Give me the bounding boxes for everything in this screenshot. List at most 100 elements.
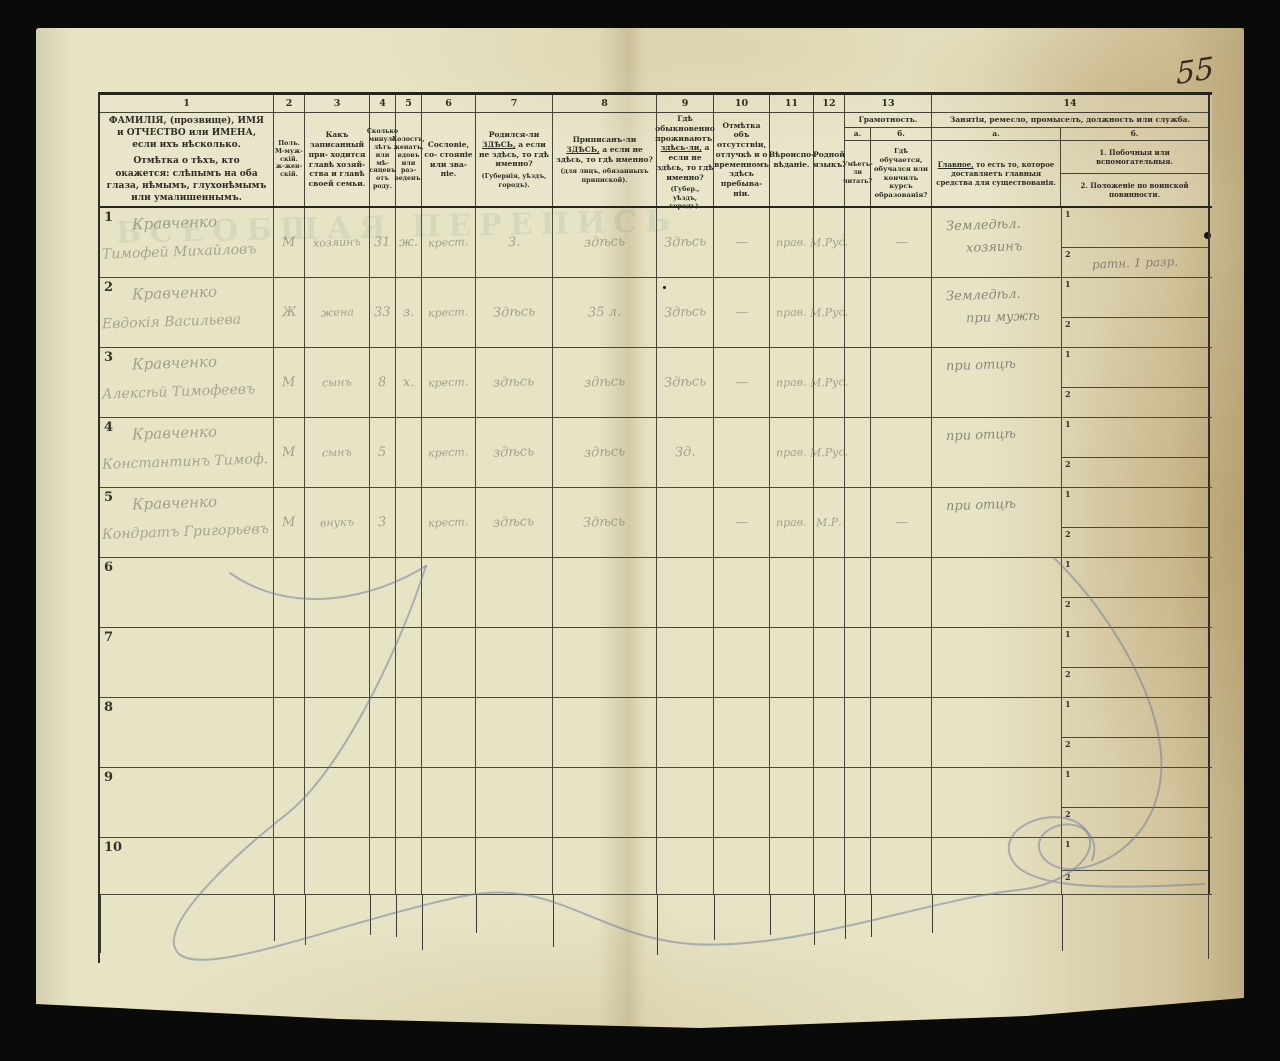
cell-residence: Зд.	[657, 418, 714, 487]
cell-registration: 35 л.	[553, 278, 657, 347]
cell-absence: —	[714, 208, 770, 277]
cell-estate: крест.	[422, 278, 476, 347]
subcell-side-occupation: 1	[1062, 838, 1208, 871]
table-row: 4 Кравченко Константинъ Тимоф. М сынъ 5 …	[100, 418, 1212, 488]
cell-occupation-side: 1 2	[1062, 838, 1210, 894]
cell-registration: здѣсь	[553, 348, 657, 417]
cell-residence	[657, 698, 714, 767]
row-number: 3	[104, 350, 114, 365]
handwritten-given-name: Алексѣй Тимофеевъ	[101, 381, 256, 403]
ink-dot	[663, 286, 666, 289]
row-number: 4	[104, 420, 114, 435]
cell-language: М.Рус.	[810, 208, 848, 277]
cell-absence	[714, 838, 770, 894]
cell-literacy-read	[845, 418, 871, 487]
cell-relation	[305, 838, 370, 894]
cell-language	[814, 698, 845, 767]
cell-name: 4 Кравченко Константинъ Тимоф.	[100, 418, 274, 487]
cell-estate	[422, 698, 476, 767]
cell-marital	[396, 838, 422, 894]
cell-language	[814, 558, 845, 627]
table-row: 7 1 2	[100, 628, 1212, 698]
header-col-occupation-side: б. 1. Побочныя или вспомогательныя. 2. П…	[1061, 128, 1208, 206]
cell-name: 5 Кравченко Кондратъ Григорьевъ	[100, 488, 274, 557]
cell-literacy-read	[845, 628, 871, 697]
handwritten-given-name: Тимофей Михайловъ	[101, 241, 257, 263]
header-col-registration: 8 Приписанъ-ли ЗДѢСЬ, а если не здѣсь, т…	[553, 95, 657, 206]
cell-relation: внукъ	[305, 488, 370, 557]
cell-sex	[274, 628, 305, 697]
census-table: 1 ФАМИЛІЯ, (прозвище), ИМЯ и ОТЧЕСТВО ил…	[98, 92, 1212, 963]
cell-name: 7	[100, 628, 274, 697]
cell-occupation-side: 1 2	[1062, 558, 1210, 627]
cell-occupation-main: Земледѣл. хозяинъ	[932, 208, 1062, 277]
cell-literacy-education	[871, 698, 932, 767]
handwritten-given-name: Кондратъ Григорьевъ	[101, 521, 270, 543]
cell-relation: сынъ	[305, 418, 370, 487]
cell-relation: жена	[305, 278, 370, 347]
cell-birthplace: З.	[476, 208, 553, 277]
row-number: 5	[104, 490, 114, 505]
subcell-military-status: 2	[1065, 529, 1071, 540]
cell-age: 31	[370, 208, 396, 277]
cell-language	[814, 768, 845, 837]
cell-occupation-side: 1 2	[1062, 628, 1210, 697]
header-col-marital: 5 Холостъ, женатъ, вдовъ или раз- веденъ…	[392, 95, 425, 206]
cell-language	[814, 838, 845, 894]
cell-relation	[305, 558, 370, 627]
header-col-sex: 2 Полъ. М-муж- скій. ж-жен- скій.	[274, 95, 305, 206]
cell-literacy-read	[845, 698, 871, 767]
cell-residence	[657, 628, 714, 697]
cell-estate: крест.	[422, 208, 476, 277]
cell-marital	[396, 558, 422, 627]
cell-estate	[422, 838, 476, 894]
header-col-occupation: 14 Занятія, ремесло, промыселъ, должност…	[932, 95, 1210, 206]
row-number: 1	[104, 210, 114, 225]
row-number: 2	[104, 280, 114, 295]
cell-registration: здѣсь	[553, 208, 657, 277]
handwritten-page-number: 55	[1175, 50, 1215, 93]
cell-registration	[553, 628, 657, 697]
cell-literacy-education	[871, 348, 932, 417]
subcell-side-occupation: 1	[1062, 488, 1208, 529]
cell-registration: Здѣсь	[553, 488, 657, 557]
header-col-literacy-education: б. Гдѣ обучается, обучался или кончилъ к…	[871, 128, 931, 206]
cell-sex: М	[274, 208, 305, 277]
subcell-side-occupation: 1	[1062, 628, 1208, 669]
subcell-side-occupation: 1	[1062, 768, 1208, 809]
cell-name: 3 Кравченко Алексѣй Тимофеевъ	[100, 348, 274, 417]
header-name-text: ФАМИЛІЯ, (прозвище), ИМЯ и ОТЧЕСТВО или …	[109, 116, 264, 151]
cell-estate	[422, 768, 476, 837]
table-row: 8 1 2	[100, 698, 1212, 768]
cell-name: 10	[100, 838, 274, 894]
cell-birthplace: здѣсь	[476, 418, 553, 487]
cell-sex	[274, 838, 305, 894]
cell-estate	[422, 558, 476, 627]
subcell-military-status: 2	[1065, 739, 1071, 750]
cell-marital: з.	[396, 278, 422, 347]
subcell-military-status: 2 ратн. 1 разр.	[1065, 249, 1179, 272]
subcell-military-status: 2	[1065, 809, 1071, 820]
cell-language: М.Рус.	[810, 348, 848, 417]
table-row: 2 Кравченко Евдокія Васильева Ж жена 33 …	[100, 278, 1212, 348]
cell-estate	[422, 628, 476, 697]
cell-occupation-main	[932, 628, 1062, 697]
cell-residence: Здѣсь	[657, 278, 714, 347]
header-col-residence: 9 Гдѣ обыкновенно проживаютъ: здѣсь-ли, …	[655, 95, 715, 210]
handwritten-surname: Кравченко	[131, 492, 218, 514]
subcell-side-occupation: 1	[1062, 418, 1208, 459]
cell-religion: прав.	[770, 488, 814, 557]
cell-birthplace: Здѣсь	[476, 278, 553, 347]
cell-age: 8	[370, 348, 396, 417]
cell-literacy-read	[845, 348, 871, 417]
cell-literacy-education	[871, 628, 932, 697]
cell-religion: прав.	[770, 348, 814, 417]
cell-occupation-main	[932, 838, 1062, 894]
cell-literacy-read	[845, 558, 871, 627]
table-row: 6 1 2	[100, 558, 1212, 628]
cell-relation: сынъ	[305, 348, 370, 417]
header-name-note: Отмѣтка о тѣхъ, кто окажется: слѣпымъ на…	[106, 156, 267, 203]
cell-relation	[305, 628, 370, 697]
cell-birthplace	[476, 838, 553, 894]
cell-literacy-education	[871, 418, 932, 487]
